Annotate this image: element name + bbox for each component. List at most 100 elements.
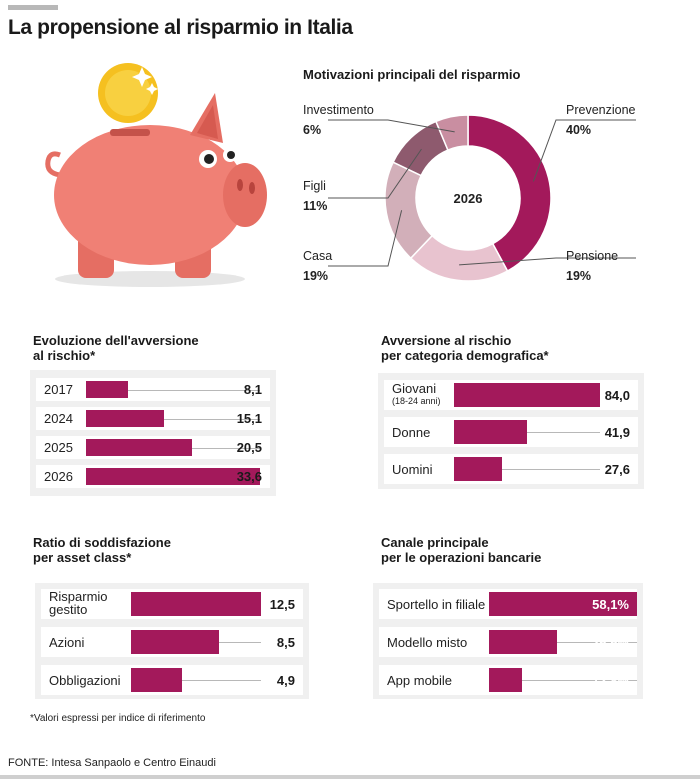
bar-track — [454, 432, 600, 433]
bar-label-line: Risparmio — [49, 589, 108, 604]
evoluzione-title-line1: Evoluzione dell'avversione — [33, 333, 199, 348]
donut-leader-prevenzione — [532, 119, 636, 182]
bar-row-2017: 2017 8,1 — [36, 378, 270, 401]
donut-title: Motivazioni principali del risparmio — [303, 67, 521, 82]
bar-track — [86, 419, 260, 420]
bar-label-2025: 2025 — [44, 440, 73, 455]
donut-value-figli: 11% — [303, 199, 327, 213]
bar-label-line: Giovani — [392, 381, 437, 396]
bar-giovani — [454, 383, 600, 407]
donut-label-casa: Casa — [303, 249, 332, 263]
coin-slot — [110, 129, 150, 136]
bar-label-2026: 2026 — [44, 469, 73, 484]
donut-slice-prevenzione — [467, 114, 552, 273]
footnote: *Valori espressi per indice di riferimen… — [30, 713, 206, 724]
donut-value-investimento: 6% — [303, 123, 321, 137]
coin-inner — [105, 70, 151, 116]
bar-value-app-mobile: 12,8% — [592, 673, 629, 688]
bar-2026 — [86, 468, 260, 485]
soddisfazione-title-line1: Ratio di soddisfazione — [33, 535, 171, 550]
pig-pupil — [227, 151, 235, 159]
soddisfazione-title-line2: per asset class* — [33, 550, 132, 565]
bar-value-2026: 33,6 — [236, 469, 262, 484]
bar-label-note: (18-24 anni) — [392, 396, 441, 406]
donut-value-prevenzione: 40% — [566, 123, 591, 137]
bar-label-app-mobile: App mobile — [387, 673, 453, 688]
bar-label-sportello-in-filiale: Sportello in filiale — [387, 597, 486, 612]
bar-row-sportello-in-filiale: Sportello in filiale 58,1% — [379, 589, 637, 619]
pig-body — [54, 125, 246, 265]
page-title: La propensione al risparmio in Italia — [8, 16, 353, 39]
bar-row-obbligazioni: Obbligazioni 4,9 — [41, 665, 303, 695]
bar-label-2024: 2024 — [44, 411, 73, 426]
donut-label-pensione: Pensione — [566, 249, 618, 263]
evoluzione-title: Evoluzione dell'avversione al rischio* — [33, 333, 199, 363]
bar-track — [86, 390, 260, 391]
donut-chart: 2026 Prevenzione 40% Pensione 19% Casa 19% Figl… — [303, 103, 636, 283]
bar-track — [454, 469, 600, 470]
canale-title-line2: per le operazioni bancarie — [381, 550, 542, 565]
bar-row-azioni: Azioni 8,5 — [41, 627, 303, 657]
bottom-bar — [0, 775, 700, 779]
demografica-title-line1: Avversione al rischio — [381, 333, 512, 348]
sparkle-icon — [132, 67, 152, 87]
pig-snout — [223, 163, 267, 227]
donut-leader-pensione — [459, 257, 636, 266]
donut-center-label: 2026 — [454, 191, 483, 206]
bar-label-donne: Donne — [392, 425, 431, 440]
piggy-bank-illustration — [45, 63, 267, 287]
bar-row-giovani: Giovani (18-24 anni) 84,0 — [384, 380, 638, 410]
bar-row-risparmio-gestito: Risparmio gestito 12,5 — [41, 589, 303, 619]
demografica-panel: Giovani (18-24 anni) 84,0 Donne 41,9 Uomini 27… — [378, 373, 644, 489]
bar-row-app-mobile: App mobile 12,8% — [379, 665, 637, 695]
bar-label-giovani: Giovani (18-24 anni) — [392, 382, 441, 408]
soddisfazione-panel: Risparmio gestito 12,5 Azioni 8,5 Obbligazion… — [35, 583, 309, 699]
bar-2024 — [86, 410, 164, 427]
bar-label-uomini: Uomini — [392, 462, 433, 477]
canale-title: Canale principale per le operazioni banc… — [381, 535, 541, 565]
bar-label-risparmio-gestito: Risparmio gestito — [49, 590, 108, 616]
bar-track — [131, 680, 261, 681]
bar-azioni — [131, 630, 219, 654]
bar-value-risparmio-gestito: 12,5 — [269, 597, 295, 612]
bar-row-2026: 2026 33,6 — [36, 465, 270, 488]
bar-track — [489, 642, 637, 643]
bar-row-modello-misto: Modello misto 26,5% — [379, 627, 637, 657]
pig-tail — [45, 151, 61, 178]
donut-leader-figli — [328, 148, 422, 199]
donut-label-investimento: Investimento — [303, 103, 374, 117]
donut-leader-casa — [328, 210, 403, 267]
bar-value-2025: 20,5 — [236, 440, 262, 455]
pig-nostril — [249, 182, 255, 194]
top-accent-bar — [8, 5, 58, 10]
bar-donne — [454, 420, 527, 444]
bar-label-line: gestito — [49, 602, 88, 617]
bar-risparmio-gestito — [131, 592, 261, 616]
demografica-title-line2: per categoria demografica* — [381, 348, 549, 363]
bar-row-2025: 2025 20,5 — [36, 436, 270, 459]
bar-sportello-in-filiale — [489, 592, 637, 616]
bar-value-donne: 41,9 — [604, 425, 630, 440]
bar-label-modello-misto: Modello misto — [387, 635, 468, 650]
evoluzione-title-line2: al rischio* — [33, 348, 96, 363]
bar-obbligazioni — [131, 668, 182, 692]
bar-label-azioni: Azioni — [49, 635, 85, 650]
bar-2025 — [86, 439, 192, 456]
bar-value-uomini: 27,6 — [604, 462, 630, 477]
bar-uomini — [454, 457, 502, 481]
source-credit: FONTE: Intesa Sanpaolo e Centro Einaudi — [8, 757, 216, 769]
bar-value-modello-misto: 26,5% — [592, 635, 629, 650]
donut-leader-investimento — [328, 119, 455, 133]
bar-row-donne: Donne 41,9 — [384, 417, 638, 447]
sparkle-icon — [146, 83, 158, 95]
bar-value-obbligazioni: 4,9 — [276, 673, 295, 688]
bar-row-uomini: Uomini 27,6 — [384, 454, 638, 484]
bar-app-mobile — [489, 668, 522, 692]
demografica-title: Avversione al rischio per categoria demo… — [381, 333, 549, 363]
pig-ear-inner — [197, 105, 218, 139]
canale-panel: Sportello in filiale 58,1% Modello misto 26… — [373, 583, 643, 699]
bar-label-2017: 2017 — [44, 382, 73, 397]
bar-label-obbligazioni: Obbligazioni — [49, 673, 121, 688]
pig-nostril — [237, 179, 243, 191]
evoluzione-panel: 2017 8,1 2024 15,1 2025 20,5 2026 33,6 — [30, 370, 276, 496]
